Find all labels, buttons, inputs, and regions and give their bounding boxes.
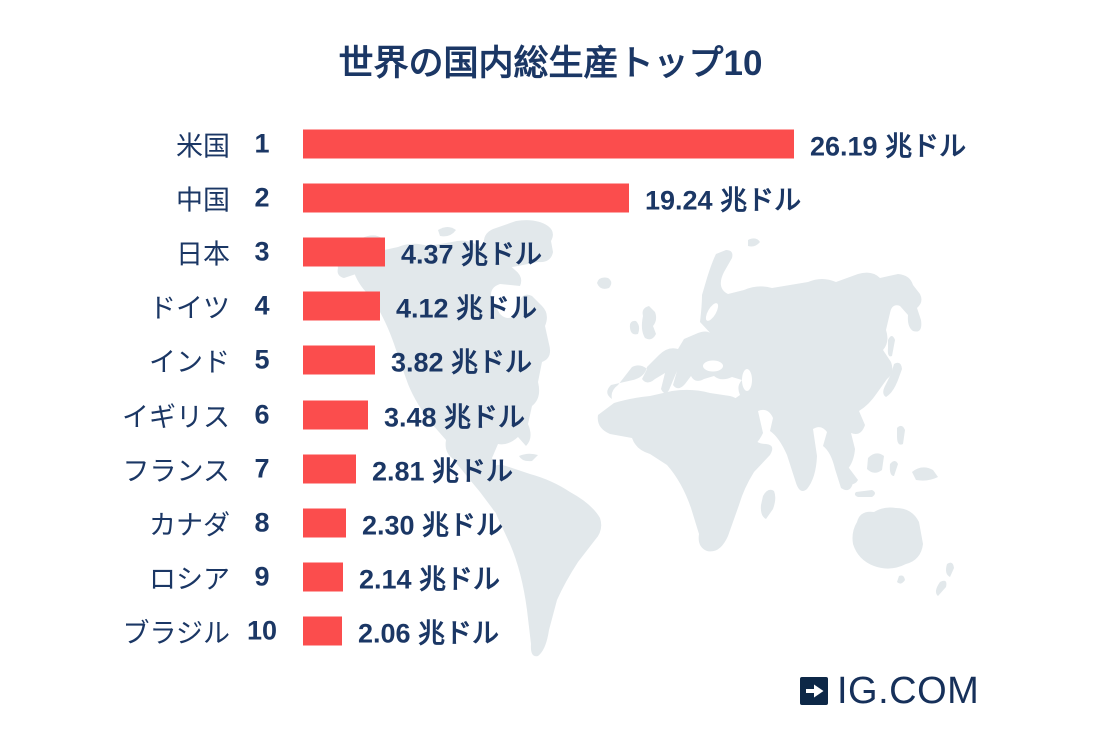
- chart-row: 米国 1 26.19 兆ドル: [0, 117, 1101, 171]
- chart-row: 日本 3 4.37 兆ドル: [0, 225, 1101, 279]
- country-label: ブラジル: [122, 618, 230, 649]
- chart-row: カナダ 8 2.30 兆ドル: [0, 496, 1101, 550]
- logo-text: IG.COM: [837, 670, 980, 712]
- value-label: 2.81 兆ドル: [372, 456, 514, 487]
- gdp-bar: [303, 129, 794, 159]
- chart-row: 中国 2 19.24 兆ドル: [0, 171, 1101, 225]
- country-label: インド: [149, 347, 230, 378]
- value-label: 3.82 兆ドル: [391, 347, 533, 378]
- value-label: 2.30 兆ドル: [362, 510, 504, 541]
- value-label: 2.14 兆ドル: [359, 564, 501, 595]
- chart-row: インド 5 3.82 兆ドル: [0, 333, 1101, 387]
- gdp-bar: [303, 345, 375, 375]
- gdp-bar: [303, 291, 380, 321]
- chart-title: 世界の国内総生産トップ10: [338, 44, 763, 83]
- country-label: ロシア: [149, 564, 230, 595]
- ig-logo: IG.COM: [800, 670, 980, 712]
- country-label: 米国: [176, 131, 230, 162]
- rank-label: 6: [254, 399, 270, 429]
- chart-row: ロシア 9 2.14 兆ドル: [0, 550, 1101, 604]
- value-label: 4.12 兆ドル: [396, 293, 538, 324]
- arrow-right-icon: [800, 677, 828, 705]
- rank-label: 1: [254, 128, 270, 159]
- rank-label: 7: [254, 453, 270, 484]
- rank-label: 3: [254, 236, 270, 267]
- country-label: 中国: [176, 185, 230, 216]
- rank-label: 5: [254, 344, 270, 375]
- value-label: 26.19 兆ドル: [810, 131, 967, 162]
- value-label: 19.24 兆ドル: [645, 185, 802, 216]
- gdp-bar: [303, 400, 368, 429]
- value-label: 4.37 兆ドル: [401, 239, 543, 270]
- country-label: カナダ: [149, 510, 230, 541]
- gdp-bar: [303, 562, 343, 592]
- country-label: フランス: [122, 456, 230, 487]
- gdp-bar: [303, 183, 629, 213]
- chart-row: フランス 7 2.81 兆ドル: [0, 442, 1101, 496]
- rank-label: 2: [254, 182, 270, 213]
- rank-label: 4: [254, 290, 270, 321]
- gdp-bar: [303, 237, 385, 267]
- country-label: ドイツ: [149, 293, 230, 324]
- chart-row: ドイツ 4 4.12 兆ドル: [0, 279, 1101, 333]
- chart-row: ブラジル 10 2.06 兆ドル: [0, 604, 1101, 658]
- rank-label: 9: [254, 561, 270, 592]
- value-label: 3.48 兆ドル: [384, 402, 526, 432]
- gdp-bar: [303, 508, 346, 538]
- rank-label: 8: [254, 507, 270, 538]
- country-label: イギリス: [122, 402, 230, 432]
- gdp-bar: [303, 454, 356, 484]
- country-label: 日本: [176, 239, 230, 270]
- rank-label: 10: [246, 615, 278, 646]
- value-label: 2.06 兆ドル: [358, 618, 500, 649]
- chart-row: イギリス 6 3.48 兆ドル: [0, 388, 1101, 442]
- gdp-bar: [303, 616, 342, 646]
